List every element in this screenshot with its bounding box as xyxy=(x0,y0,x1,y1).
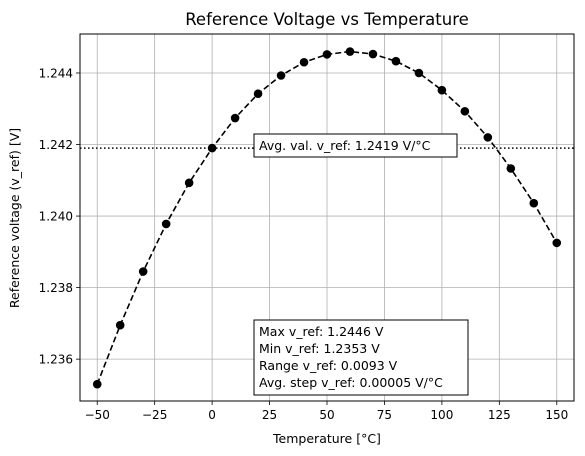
average-annotation: Avg. val. v_ref: 1.2419 V/°C xyxy=(253,133,458,158)
data-series xyxy=(92,47,562,389)
data-point xyxy=(460,106,470,116)
stats-annotation: Max v_ref: 1.2446 V Min v_ref: 1.2353 V … xyxy=(253,319,469,396)
x-axis-label: Temperature [°C] xyxy=(272,431,381,446)
y-tick-label: 1.244 xyxy=(39,66,73,80)
data-point xyxy=(253,89,263,99)
y-tick-label: 1.236 xyxy=(39,353,73,367)
x-ticks: −50 −25 0 25 50 75 100 125 150 xyxy=(85,401,568,422)
data-point xyxy=(184,178,194,188)
x-tick-label: −50 xyxy=(85,408,110,422)
chart-title: Reference Voltage vs Temperature xyxy=(185,10,469,29)
x-tick-label: 150 xyxy=(545,408,568,422)
stats-min-text: Min v_ref: 1.2353 V xyxy=(259,341,380,356)
data-point xyxy=(161,219,171,229)
data-point xyxy=(552,238,562,248)
data-point xyxy=(483,133,493,142)
data-point xyxy=(138,267,148,276)
stats-step-text: Avg. step v_ref: 0.00005 V/°C xyxy=(259,375,443,390)
x-tick-label: 25 xyxy=(262,408,277,422)
x-tick-label: 75 xyxy=(377,408,392,422)
y-tick-label: 1.240 xyxy=(39,210,73,224)
data-point xyxy=(230,113,240,123)
data-point xyxy=(299,57,309,67)
x-tick-label: 100 xyxy=(430,408,453,422)
data-point xyxy=(506,164,516,173)
x-tick-label: 0 xyxy=(208,408,216,422)
data-point xyxy=(368,49,378,59)
data-point xyxy=(437,85,447,95)
y-axis-label: Reference voltage (v_ref) [V] xyxy=(7,128,22,308)
stats-range-text: Range v_ref: 0.0093 V xyxy=(259,358,398,373)
data-point xyxy=(115,320,125,330)
data-point xyxy=(345,47,355,56)
data-point xyxy=(391,56,401,66)
x-tick-label: 50 xyxy=(319,408,334,422)
average-annotation-box xyxy=(253,133,458,158)
y-tick-label: 1.242 xyxy=(39,138,73,152)
data-point xyxy=(92,379,102,389)
data-point xyxy=(529,198,539,208)
y-tick-label: 1.238 xyxy=(39,281,73,295)
data-point xyxy=(207,143,217,153)
x-tick-label: −25 xyxy=(142,408,167,422)
x-tick-label: 125 xyxy=(488,408,511,422)
y-ticks: 1.236 1.238 1.240 1.242 1.244 xyxy=(39,66,80,367)
stats-annotation-box xyxy=(253,319,469,396)
data-point xyxy=(414,68,424,78)
stats-max-text: Max v_ref: 1.2446 V xyxy=(259,324,384,339)
data-point xyxy=(276,71,286,80)
average-annotation-text: Avg. val. v_ref: 1.2419 V/°C xyxy=(259,138,431,153)
data-point xyxy=(322,50,332,59)
